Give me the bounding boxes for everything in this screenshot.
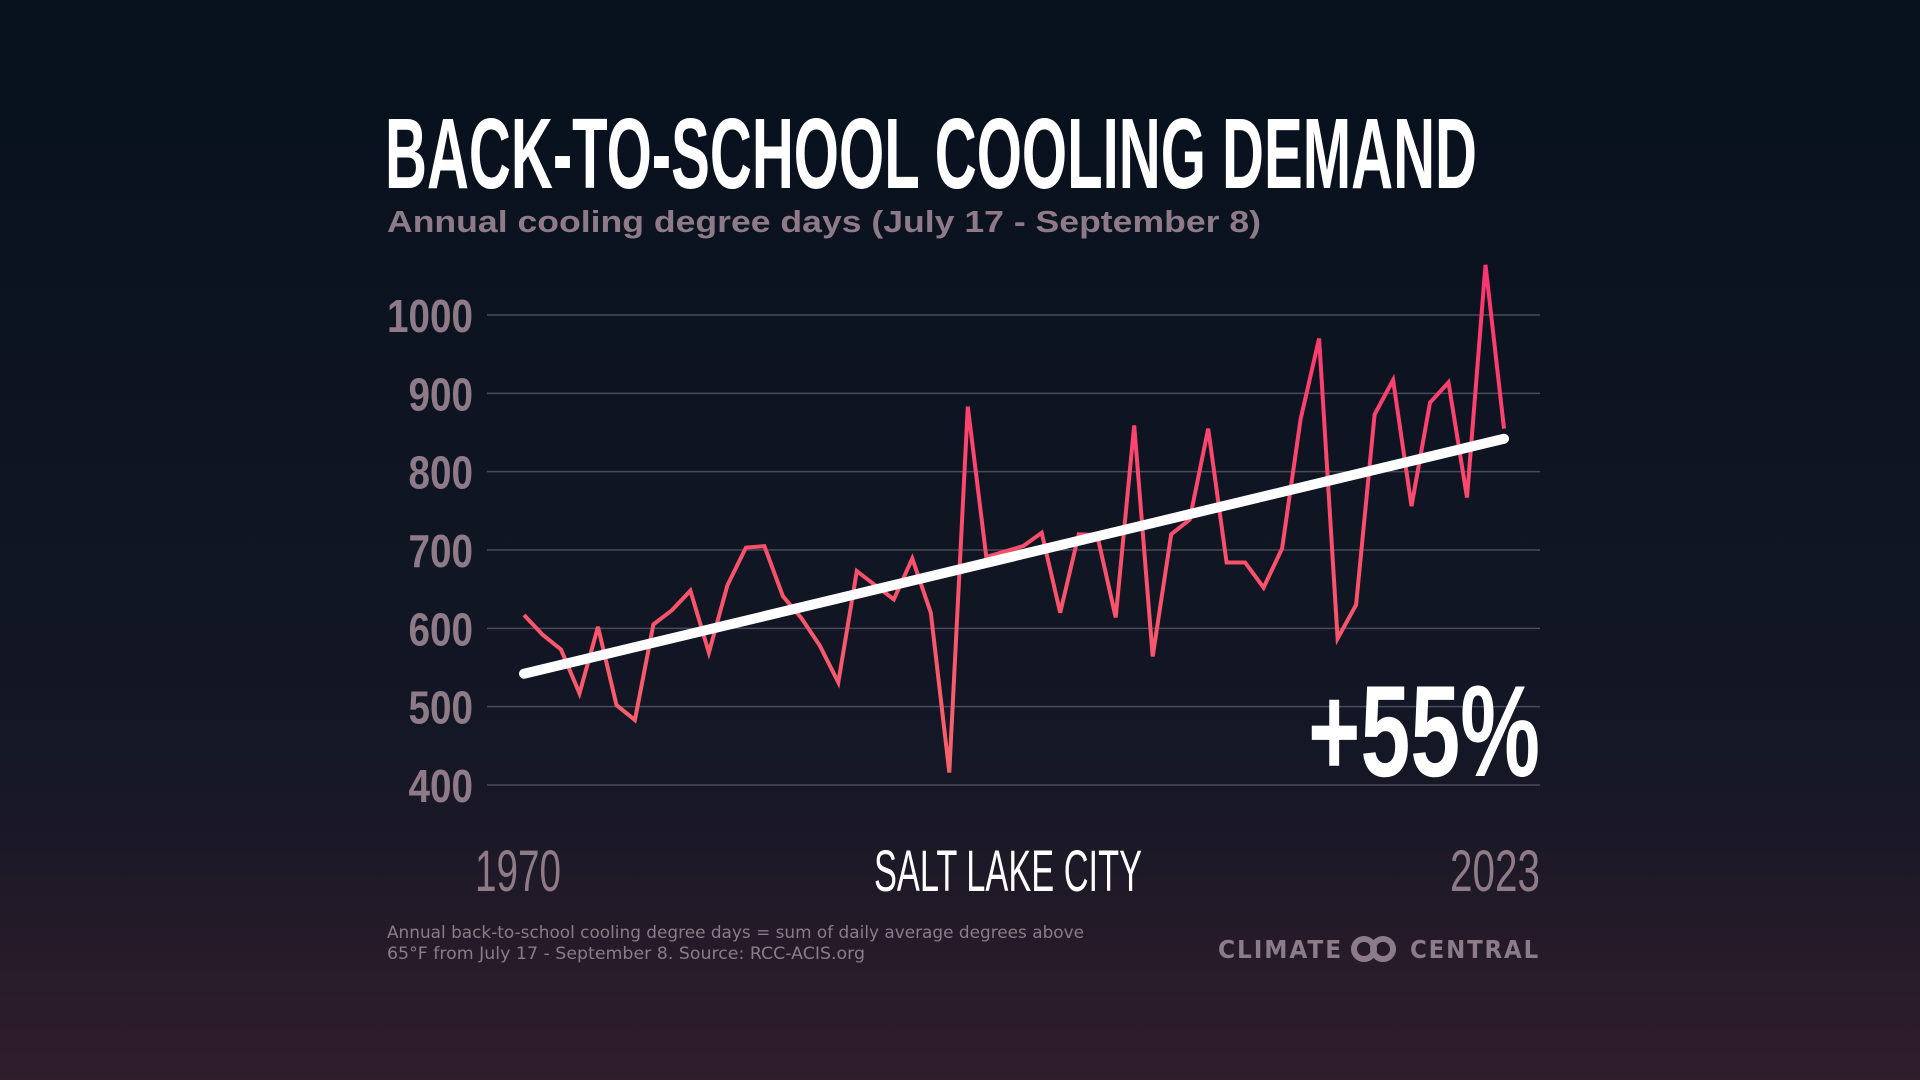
trend-line: [519, 433, 1509, 679]
series-line: [522, 264, 1506, 773]
y-tick-label: 1000: [387, 290, 473, 342]
logo-rings-icon: [1351, 936, 1396, 962]
x-tick-label-end: 2023: [1450, 839, 1540, 904]
y-tick-label: 400: [409, 760, 474, 812]
y-tick-label: 500: [409, 682, 474, 734]
trend-line-group: [519, 433, 1509, 679]
subtitle: Annual cooling degree days (July 17 - Se…: [387, 204, 1261, 239]
y-tick-label: 800: [409, 447, 474, 499]
footnote-line-1: Annual back-to-school cooling degree day…: [387, 923, 1084, 943]
y-tick-label: 900: [409, 368, 474, 420]
y-axis-ticks: 1000 900 800 700 600 500 400: [387, 290, 473, 812]
logo-text-right: CENTRAL: [1410, 935, 1540, 964]
change-annotation: +55%: [1308, 658, 1540, 804]
logo-text-left: CLIMATE: [1218, 935, 1343, 964]
page-title: BACK-TO-SCHOOL COOLING DEMAND: [385, 98, 1477, 210]
climate-central-logo: CLIMATE CENTRAL: [1218, 935, 1540, 964]
y-tick-label: 600: [409, 603, 474, 655]
y-tick-label: 700: [409, 525, 474, 577]
gridlines: [487, 314, 1540, 786]
location-label: SALT LAKE CITY: [874, 839, 1142, 904]
x-tick-label-start: 1970: [475, 839, 561, 904]
footnote-line-2: 65°F from July 17 - September 8. Source:…: [387, 944, 865, 964]
series-line-group: [522, 264, 1506, 773]
